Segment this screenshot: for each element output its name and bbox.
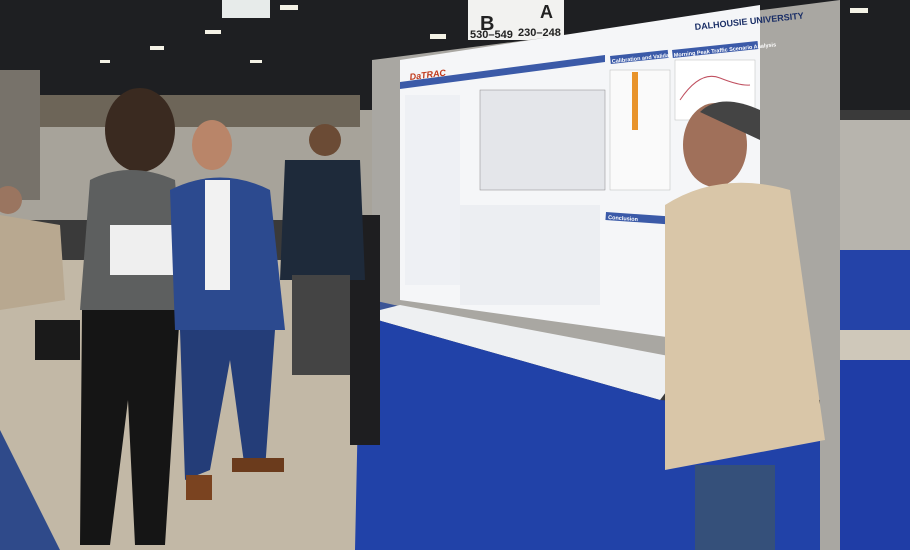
tabletop <box>360 305 690 400</box>
sign-top <box>222 0 270 18</box>
carpet <box>0 430 60 550</box>
section-bar <box>610 49 669 64</box>
person-right <box>665 101 825 550</box>
poster-table <box>460 205 600 305</box>
poster-header-bar <box>400 55 605 89</box>
person-background <box>280 124 365 375</box>
sign-range: 230–248 <box>518 27 561 39</box>
poster-arrow <box>632 72 638 130</box>
section-bar <box>672 41 759 58</box>
ceiling-lights <box>100 5 868 63</box>
near-table-skirt <box>832 360 910 550</box>
poster-chart <box>609 69 671 191</box>
poster-curve <box>679 75 751 101</box>
person-presenter <box>170 120 285 500</box>
person-seated <box>0 186 80 360</box>
side-panel <box>838 120 910 260</box>
person-left <box>80 88 185 545</box>
section-title: Conclusion <box>608 215 639 223</box>
side-table <box>838 250 910 330</box>
mezzanine <box>40 95 360 127</box>
sign-letter: B <box>480 13 494 35</box>
pillar <box>0 70 40 200</box>
sign-board <box>468 0 564 40</box>
poster-text-column <box>405 95 460 285</box>
poster-diagram <box>479 89 606 191</box>
poster-logo: DaTRAC <box>409 68 447 82</box>
sign-range: 530–549 <box>470 29 513 41</box>
sign-letter: A <box>540 2 553 22</box>
